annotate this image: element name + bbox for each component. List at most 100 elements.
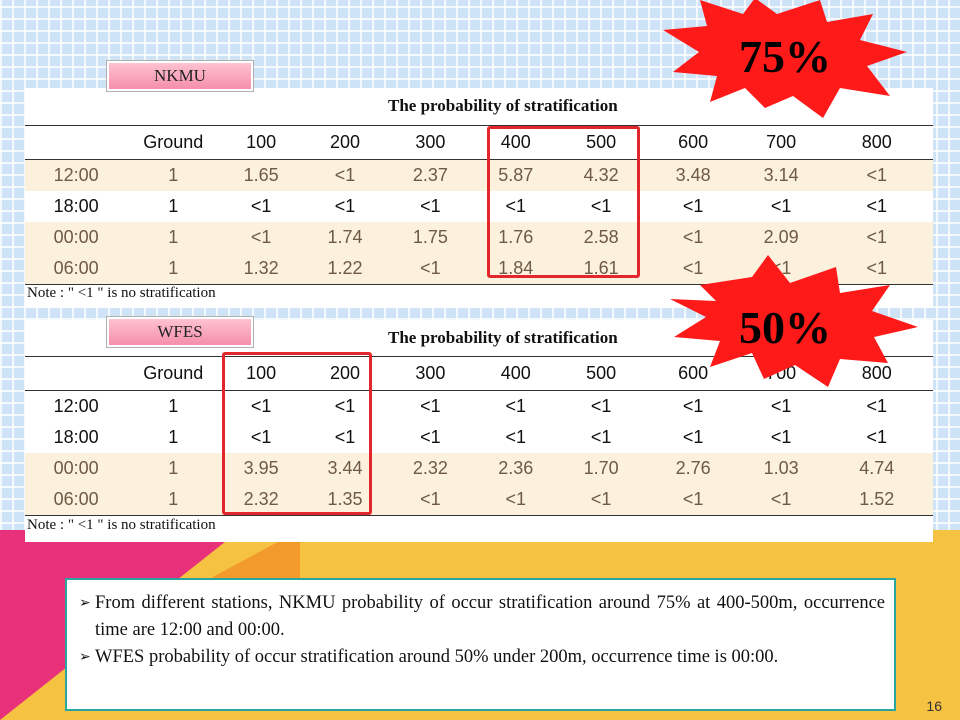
table-cell: 1.65: [219, 159, 304, 191]
conclusion-textbox: ➢ From different stations, NKMU probabil…: [65, 578, 896, 711]
table-cell: <1: [250, 196, 272, 216]
table-cell: <1: [303, 159, 387, 191]
table-cell: 1.22: [303, 253, 387, 285]
column-header: 100: [219, 356, 304, 391]
bullet-text: WFES probability of occur stratification…: [95, 647, 779, 667]
table-row: 12:00 1 <1 <1 <1 <1 <1 <1 <1 <1: [25, 391, 933, 423]
table-cell: 2.37: [386, 159, 474, 191]
column-header: 100: [219, 125, 304, 160]
table-cell: 2.76: [644, 453, 742, 484]
burst-75-label: 75%: [739, 31, 831, 82]
table-cell: <1: [644, 484, 742, 516]
table-cell: <1: [682, 427, 704, 447]
column-header: [25, 125, 128, 160]
row-time-cell: 12:00: [53, 396, 99, 416]
table-cell: <1: [820, 222, 933, 253]
table-cell: <1: [250, 396, 272, 416]
table-cell: <1: [866, 196, 887, 216]
column-header: 300: [386, 125, 474, 160]
table-cell: 1.03: [741, 453, 821, 484]
table-cell: <1: [770, 427, 792, 447]
table-cell: 1: [168, 396, 179, 416]
column-header: 300: [386, 356, 474, 391]
column-header: 200: [303, 356, 387, 391]
table-row: 18:00 1 <1 <1 <1 <1 <1 <1 <1 <1: [25, 422, 933, 453]
station-label-wfes: WFES: [106, 316, 254, 348]
burst-50-percent: 50%: [670, 255, 918, 387]
table-cell: 3.14: [741, 159, 821, 191]
column-header: 500: [557, 125, 645, 160]
table-cell: 3.95: [219, 453, 304, 484]
station-label-nkmu: NKMU: [106, 60, 254, 92]
table-cell: <1: [741, 484, 821, 516]
table-cell: 1.61: [557, 253, 645, 285]
table-cell: 1: [168, 427, 179, 447]
table-cell: <1: [820, 253, 933, 285]
column-header: 700: [741, 125, 821, 160]
table-row: 00:00 1 3.95 3.44 2.32 2.36 1.70 2.76 1.03 4.74: [25, 453, 933, 484]
table-header-row: Ground 100 200 300 400 500 600 700 800: [25, 125, 933, 160]
table-cell: <1: [386, 484, 474, 516]
table-row: 12:00 1 1.65 <1 2.37 5.87 4.32 3.48 3.14 <1: [25, 159, 933, 191]
table-row: 06:00 1 2.32 1.35 <1 <1 <1 <1 <1 1.52: [25, 484, 933, 516]
table1-note: Note : " <1 " is no stratification: [27, 285, 216, 301]
table-cell: 1: [127, 222, 220, 253]
table-cell: <1: [770, 196, 792, 216]
column-header: 600: [644, 356, 742, 391]
table-cell: <1: [866, 396, 887, 416]
burst-50-label: 50%: [739, 302, 831, 353]
table-cell: <1: [334, 396, 356, 416]
highlight-box-400-500: [487, 126, 640, 278]
table-cell: <1: [420, 396, 441, 416]
table-cell: <1: [557, 484, 645, 516]
column-header: 200: [303, 125, 387, 160]
table2-note: Note : " <1 " is no stratification: [27, 517, 216, 533]
table-cell: <1: [386, 253, 474, 285]
table-cell: <1: [334, 427, 356, 447]
row-time-cell: 18:00: [53, 427, 99, 447]
table-cell: <1: [644, 253, 742, 285]
table-cell: <1: [420, 196, 441, 216]
column-header: Ground: [127, 356, 220, 391]
table-cell: 1: [168, 196, 179, 216]
table-cell: 4.32: [557, 159, 645, 191]
arrow-bullet-icon: ➢: [79, 596, 91, 611]
table-cell: <1: [590, 396, 612, 416]
bullet-item: ➢ From different stations, NKMU probabil…: [79, 590, 885, 644]
table-row: 18:00 1 <1 <1 <1 <1 <1 <1 <1 <1: [25, 191, 933, 222]
row-time-cell: 12:00: [25, 159, 128, 191]
table-row: 00:00 1 <1 1.74 1.75 1.76 2.58 <1 2.09 <1: [25, 222, 933, 253]
bullet-item: ➢ WFES probability of occur stratificati…: [79, 644, 885, 671]
table-cell: 1: [127, 484, 220, 516]
table-cell: <1: [682, 196, 704, 216]
row-time-cell: 06:00: [25, 484, 128, 516]
column-header: [25, 356, 128, 391]
table-cell: 2.36: [473, 453, 558, 484]
table1: Ground 100 200 300 400 500 600 700 800 12:00 1 1.65…: [25, 125, 933, 285]
table-cell: <1: [250, 427, 272, 447]
table-cell: <1: [505, 196, 527, 216]
table2-title: The probability of stratification: [388, 328, 618, 347]
table-cell: <1: [770, 396, 792, 416]
column-header: Ground: [127, 125, 220, 160]
bullet-text: From different stations, NKMU probabilit…: [95, 593, 885, 640]
table-cell: 3.44: [303, 453, 387, 484]
table-cell: <1: [590, 196, 612, 216]
table-cell: 1.32: [219, 253, 304, 285]
table-cell: <1: [820, 159, 933, 191]
row-time-cell: 18:00: [53, 196, 99, 216]
table-cell: 1: [127, 453, 220, 484]
table-cell: <1: [334, 196, 356, 216]
table-cell: <1: [644, 222, 742, 253]
burst-75-percent: 75%: [663, 0, 907, 118]
table-cell: <1: [473, 484, 558, 516]
row-time-cell: 00:00: [25, 453, 128, 484]
table-cell: 1.52: [820, 484, 933, 516]
highlight-box-100-200: [222, 352, 372, 515]
table-cell: 2.32: [219, 484, 304, 516]
table-cell: 1.74: [303, 222, 387, 253]
table-cell: 1.70: [557, 453, 645, 484]
table-cell: 2.09: [741, 222, 821, 253]
column-header: 500: [557, 356, 645, 391]
table-cell: 2.58: [557, 222, 645, 253]
